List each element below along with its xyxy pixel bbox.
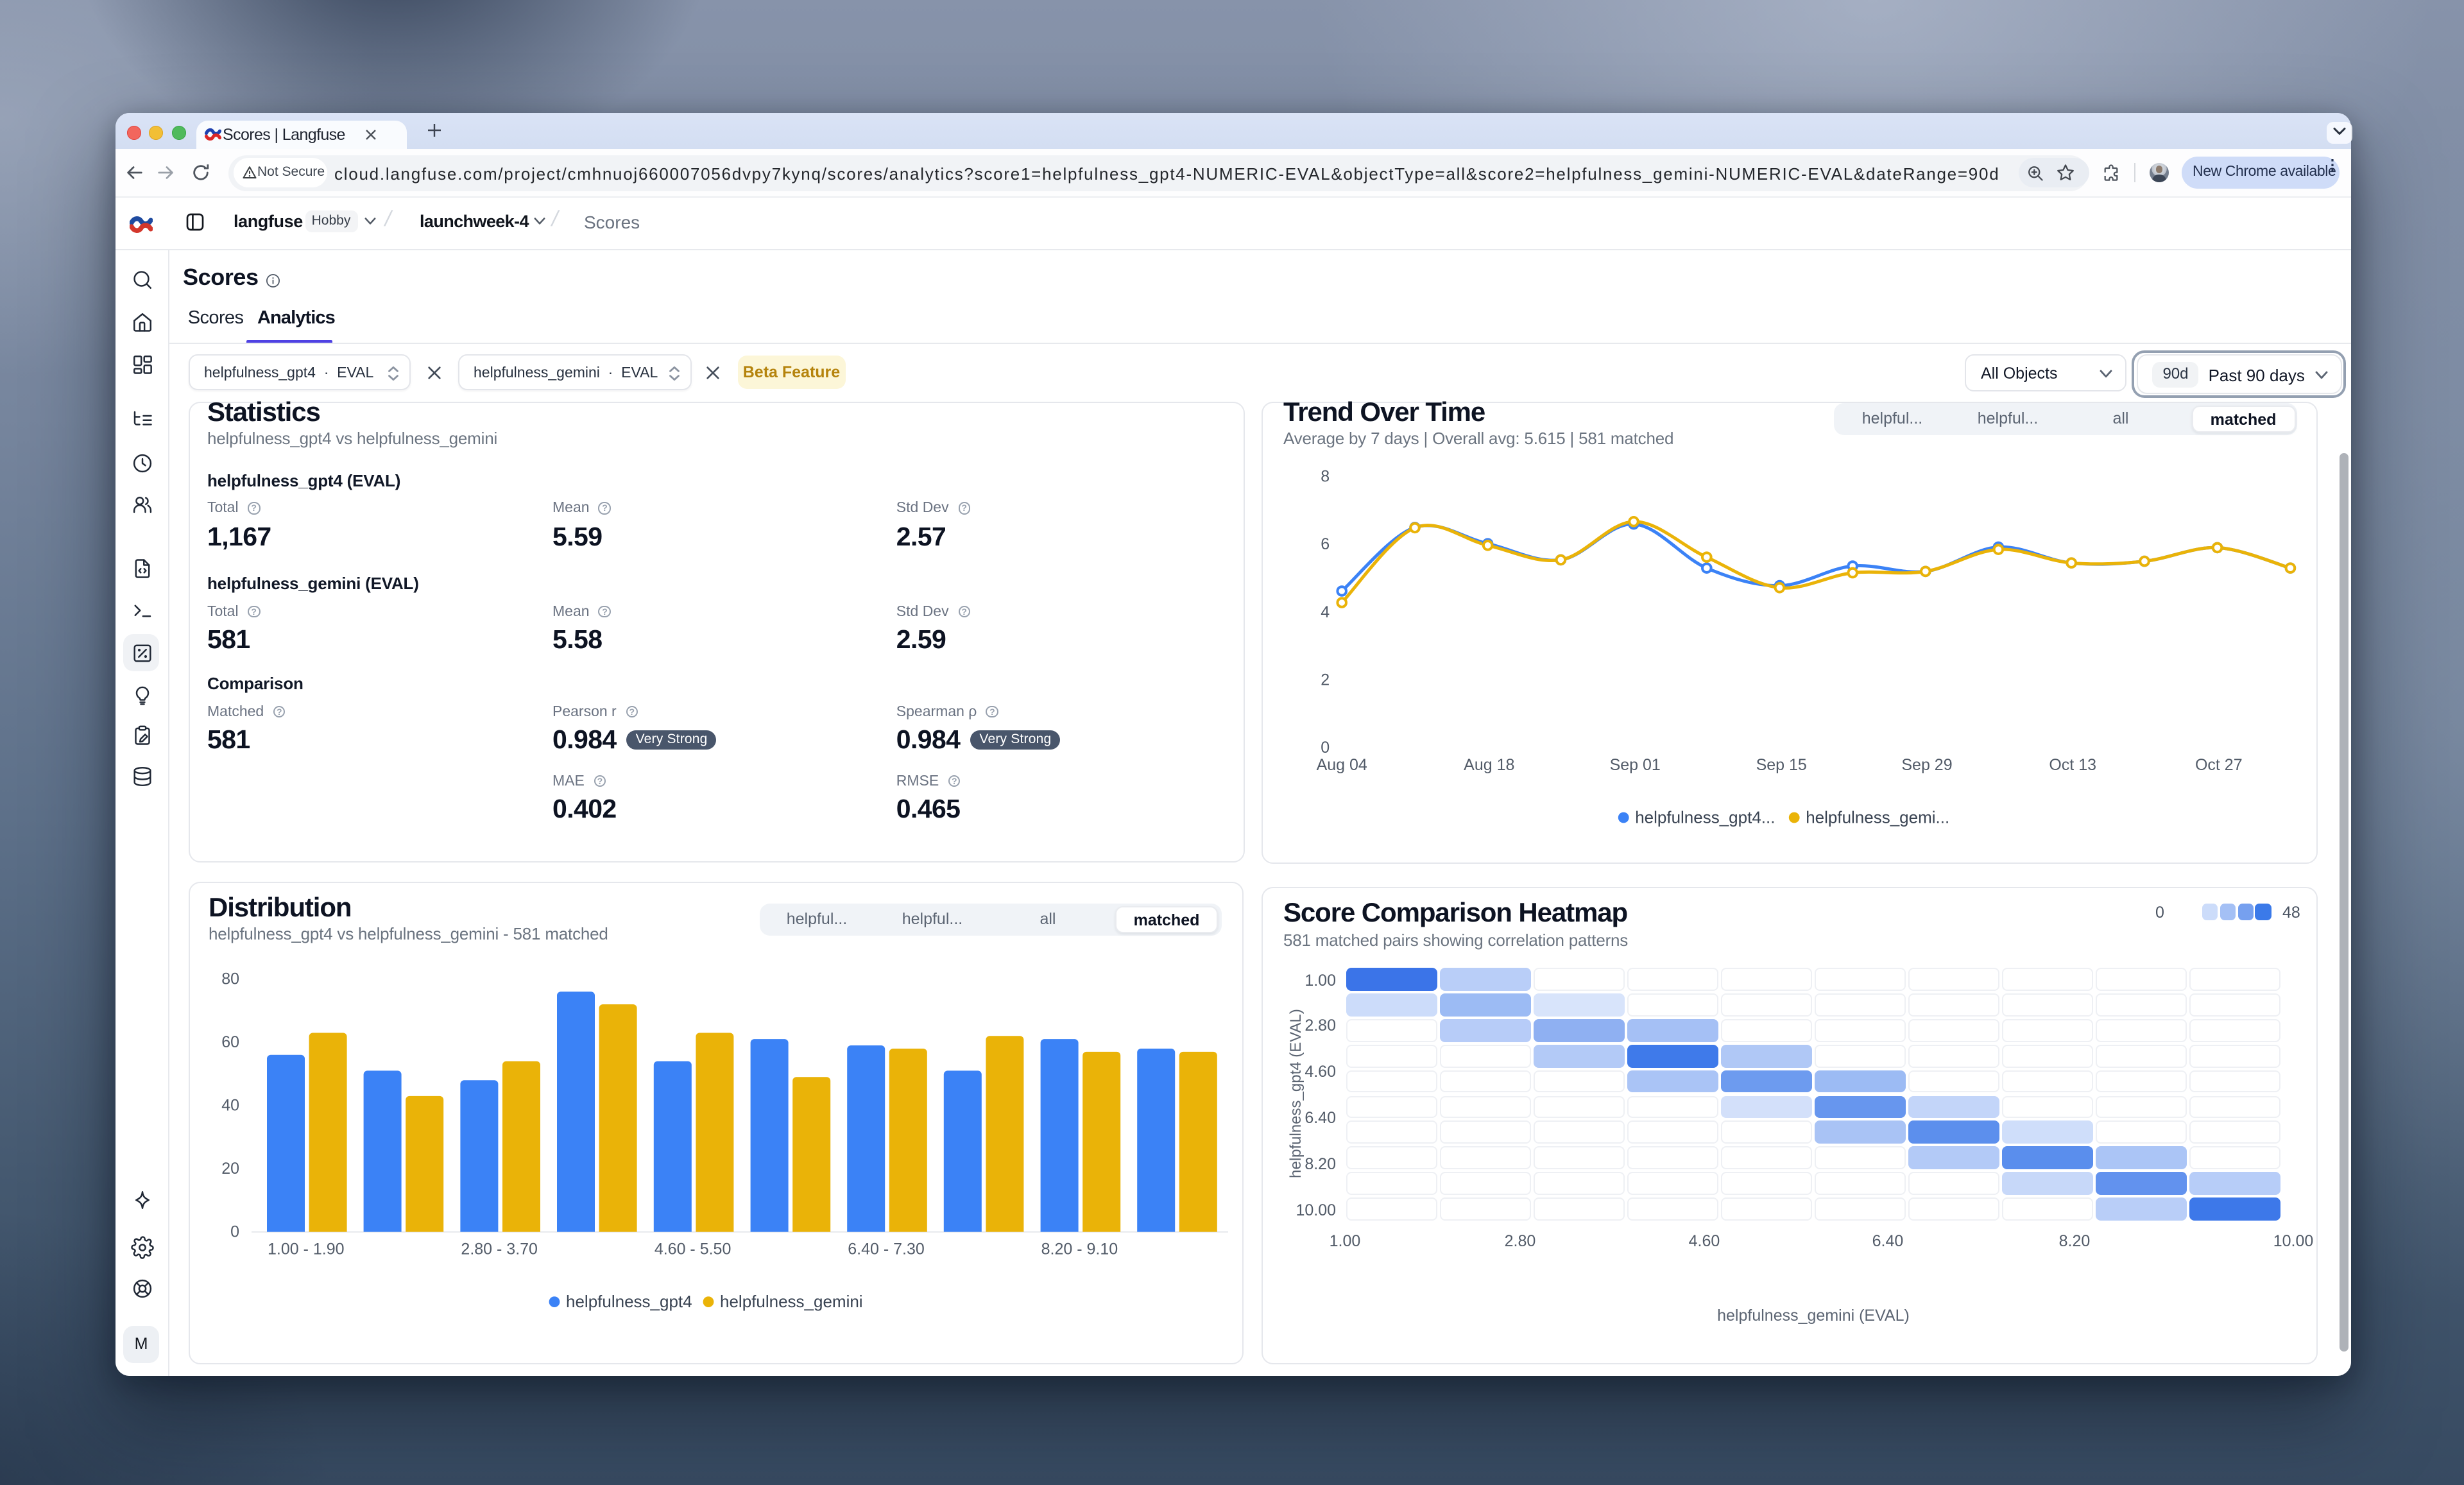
- svg-text:4: 4: [1321, 603, 1330, 621]
- svg-text:Aug 04: Aug 04: [1317, 756, 1367, 774]
- svg-text:8: 8: [1321, 468, 1330, 486]
- svg-text:Sep 15: Sep 15: [1756, 756, 1807, 774]
- svg-text:Sep 29: Sep 29: [1902, 756, 1953, 774]
- svg-text:80: 80: [221, 970, 239, 988]
- svg-text:helpfulness_gpt4...: helpfulness_gpt4...: [1636, 808, 1775, 827]
- svg-text:6: 6: [1321, 535, 1330, 553]
- svg-text:helpfulness_gpt4: helpfulness_gpt4: [565, 1291, 692, 1310]
- svg-text:60: 60: [221, 1033, 239, 1051]
- svg-text:0: 0: [230, 1223, 239, 1240]
- svg-text:helpfulness_gemini: helpfulness_gemini: [719, 1291, 862, 1310]
- svg-text:Aug 18: Aug 18: [1464, 756, 1515, 774]
- svg-text:helpfulness_gemi...: helpfulness_gemi...: [1806, 808, 1950, 827]
- svg-text:Oct 27: Oct 27: [2196, 756, 2243, 774]
- svg-text:Oct 13: Oct 13: [2049, 756, 2097, 774]
- svg-text:2: 2: [1321, 671, 1330, 689]
- svg-text:40: 40: [221, 1096, 239, 1114]
- svg-text:8.20 - 9.10: 8.20 - 9.10: [1041, 1240, 1118, 1258]
- svg-text:2.80 - 3.70: 2.80 - 3.70: [460, 1240, 537, 1258]
- svg-text:0: 0: [1321, 739, 1330, 757]
- svg-text:4.60 - 5.50: 4.60 - 5.50: [654, 1240, 731, 1258]
- svg-text:1.00 - 1.90: 1.00 - 1.90: [267, 1240, 344, 1258]
- svg-text:20: 20: [221, 1159, 239, 1177]
- svg-text:Sep 01: Sep 01: [1610, 756, 1661, 774]
- svg-text:6.40 - 7.30: 6.40 - 7.30: [847, 1240, 924, 1258]
